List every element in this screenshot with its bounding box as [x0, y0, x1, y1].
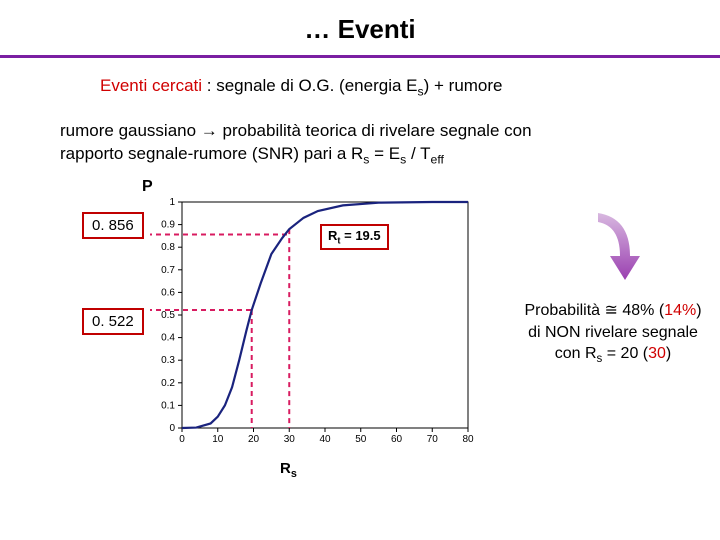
- svg-text:0.1: 0.1: [161, 401, 175, 412]
- svg-text:60: 60: [391, 434, 403, 445]
- content: Eventi cercati : segnale di O.G. (energi…: [0, 58, 720, 488]
- gaussian-line: rumore gaussiano → probabilità teorica d…: [60, 120, 680, 168]
- svg-text:1: 1: [169, 197, 175, 208]
- curved-arrow-icon: [578, 208, 648, 288]
- y-axis-label: P: [142, 178, 153, 196]
- probability-text: Probabilità ≅ 48% (14%) di NON rivelare …: [508, 300, 718, 368]
- text: rumore gaussiano → probabilità teorica d…: [60, 121, 532, 140]
- sub: eff: [431, 153, 444, 167]
- chart-zone: P 0. 856 0. 522 Rt = 19.5 01020304050607…: [90, 178, 710, 488]
- svg-text:0: 0: [179, 434, 185, 445]
- value-badge-856: 0. 856: [82, 212, 144, 239]
- svg-text:0.3: 0.3: [161, 355, 175, 366]
- svg-text:0.4: 0.4: [161, 333, 175, 344]
- probability-chart: 0 10 20 30 40 50 60 70 80 0 0.1 0.2 0.3 0.4 0.5 0.6 0.7 0…: [150, 196, 480, 456]
- svg-text:0: 0: [169, 423, 175, 434]
- page-title: … Eventi: [0, 14, 720, 45]
- svg-text:70: 70: [427, 434, 439, 445]
- svg-text:0.7: 0.7: [161, 265, 175, 276]
- svg-text:50: 50: [355, 434, 367, 445]
- value-badge-522: 0. 522: [82, 308, 144, 335]
- svg-text:30: 30: [284, 434, 296, 445]
- svg-text:0.5: 0.5: [161, 310, 175, 321]
- text: Eventi cercati: [100, 76, 202, 95]
- svg-text:10: 10: [212, 434, 224, 445]
- text: / T: [406, 144, 430, 163]
- svg-text:40: 40: [319, 434, 331, 445]
- text: : segnale di O.G. (energia E: [202, 76, 417, 95]
- text: = E: [369, 144, 400, 163]
- x-axis-label: Rs: [280, 460, 297, 480]
- svg-text:0.8: 0.8: [161, 242, 175, 253]
- svg-text:0.6: 0.6: [161, 288, 175, 299]
- svg-text:80: 80: [462, 434, 474, 445]
- sought-events-line: Eventi cercati : segnale di O.G. (energi…: [100, 76, 680, 98]
- svg-text:0.2: 0.2: [161, 378, 175, 389]
- svg-text:0.9: 0.9: [161, 220, 175, 231]
- text: ) + rumore: [424, 76, 503, 95]
- svg-text:20: 20: [248, 434, 260, 445]
- text: rapporto segnale-rumore (SNR) pari a R: [60, 144, 363, 163]
